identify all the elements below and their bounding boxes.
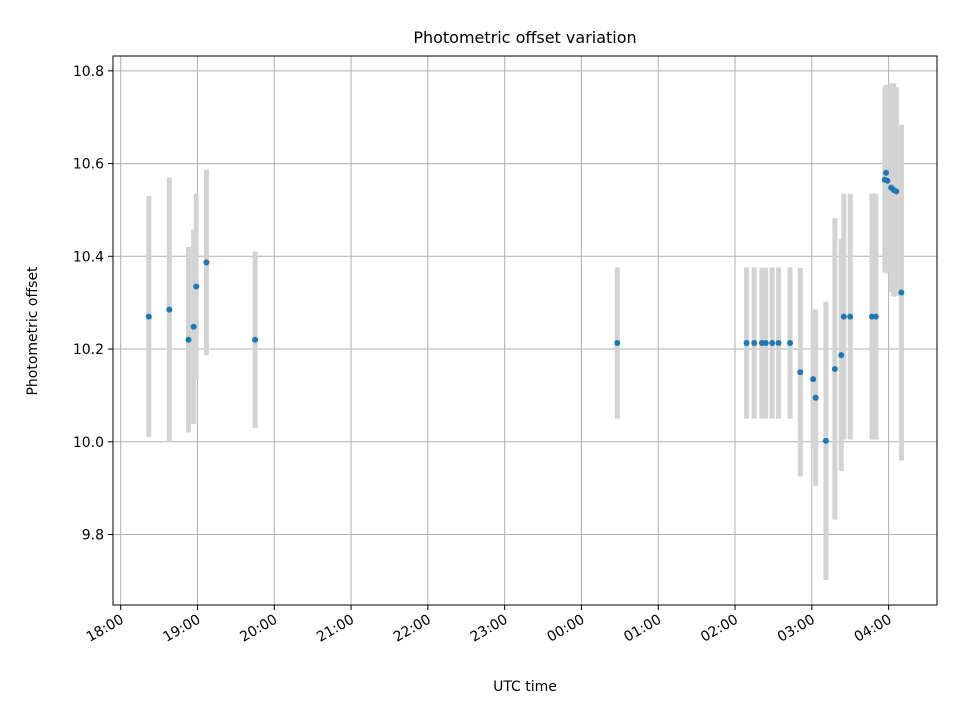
data-point bbox=[190, 323, 197, 330]
y-tick-label: 10.6 bbox=[73, 157, 104, 173]
data-point bbox=[185, 336, 192, 343]
data-point bbox=[145, 313, 152, 320]
y-tick-label: 10.0 bbox=[73, 435, 104, 451]
chart-title: Photometric offset variation bbox=[413, 28, 636, 47]
y-axis-label: Photometric offset bbox=[25, 266, 41, 396]
y-tick-label: 10.4 bbox=[73, 249, 104, 265]
data-point bbox=[743, 340, 750, 347]
data-point bbox=[810, 376, 817, 383]
data-point bbox=[769, 340, 776, 347]
data-point bbox=[822, 437, 829, 444]
grid bbox=[113, 56, 937, 605]
data-point bbox=[614, 340, 621, 347]
x-axis-label: UTC time bbox=[493, 679, 557, 695]
data-point bbox=[797, 369, 804, 376]
data-point bbox=[840, 313, 847, 320]
data-point bbox=[762, 340, 769, 347]
data-point bbox=[193, 283, 200, 290]
data-point bbox=[203, 259, 210, 266]
y-tick-label: 10.2 bbox=[73, 342, 104, 358]
data-point bbox=[775, 340, 782, 347]
data-point bbox=[838, 352, 845, 359]
data-point bbox=[831, 365, 838, 372]
data-point bbox=[812, 394, 819, 401]
y-tick-label: 10.8 bbox=[73, 64, 104, 80]
data-point bbox=[883, 169, 890, 176]
data-point bbox=[898, 289, 905, 296]
y-tick-label: 9.8 bbox=[82, 528, 104, 544]
data-point bbox=[166, 306, 173, 313]
data-point bbox=[847, 313, 854, 320]
data-point bbox=[751, 340, 758, 347]
plot-frame bbox=[112, 55, 938, 606]
data-point bbox=[787, 340, 794, 347]
data-point bbox=[872, 313, 879, 320]
data-point bbox=[252, 336, 259, 343]
data-markers bbox=[145, 169, 905, 444]
y-axis-ticks: 9.8 10.0 10.2 10.4 10.6 10.8 bbox=[73, 64, 113, 544]
data-point bbox=[893, 188, 900, 195]
data-point bbox=[884, 177, 891, 184]
